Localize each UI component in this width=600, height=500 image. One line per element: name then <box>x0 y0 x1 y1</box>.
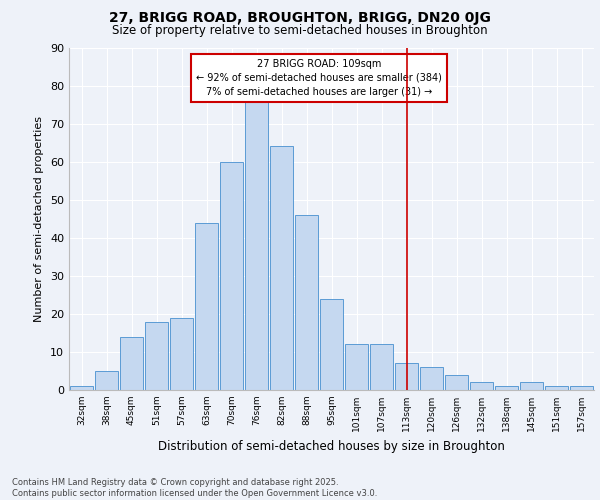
Text: 27, BRIGG ROAD, BROUGHTON, BRIGG, DN20 0JG: 27, BRIGG ROAD, BROUGHTON, BRIGG, DN20 0… <box>109 11 491 25</box>
Bar <box>95 371 118 390</box>
X-axis label: Distribution of semi-detached houses by size in Broughton: Distribution of semi-detached houses by … <box>158 440 505 452</box>
Bar <box>520 382 544 390</box>
Bar <box>170 318 193 390</box>
Bar <box>470 382 493 390</box>
Bar <box>295 215 319 390</box>
Bar <box>320 298 343 390</box>
Bar <box>419 367 443 390</box>
Bar <box>119 336 143 390</box>
Bar <box>370 344 394 390</box>
Bar <box>220 162 244 390</box>
Bar <box>145 322 169 390</box>
Bar <box>70 386 94 390</box>
Text: Size of property relative to semi-detached houses in Broughton: Size of property relative to semi-detach… <box>112 24 488 37</box>
Bar <box>194 222 218 390</box>
Bar <box>494 386 518 390</box>
Bar <box>545 386 568 390</box>
Bar <box>269 146 293 390</box>
Y-axis label: Number of semi-detached properties: Number of semi-detached properties <box>34 116 44 322</box>
Text: 27 BRIGG ROAD: 109sqm
← 92% of semi-detached houses are smaller (384)
7% of semi: 27 BRIGG ROAD: 109sqm ← 92% of semi-deta… <box>196 59 442 97</box>
Bar <box>569 386 593 390</box>
Bar <box>245 101 268 390</box>
Bar <box>344 344 368 390</box>
Bar <box>445 375 469 390</box>
Bar <box>395 364 418 390</box>
Text: Contains HM Land Registry data © Crown copyright and database right 2025.
Contai: Contains HM Land Registry data © Crown c… <box>12 478 377 498</box>
